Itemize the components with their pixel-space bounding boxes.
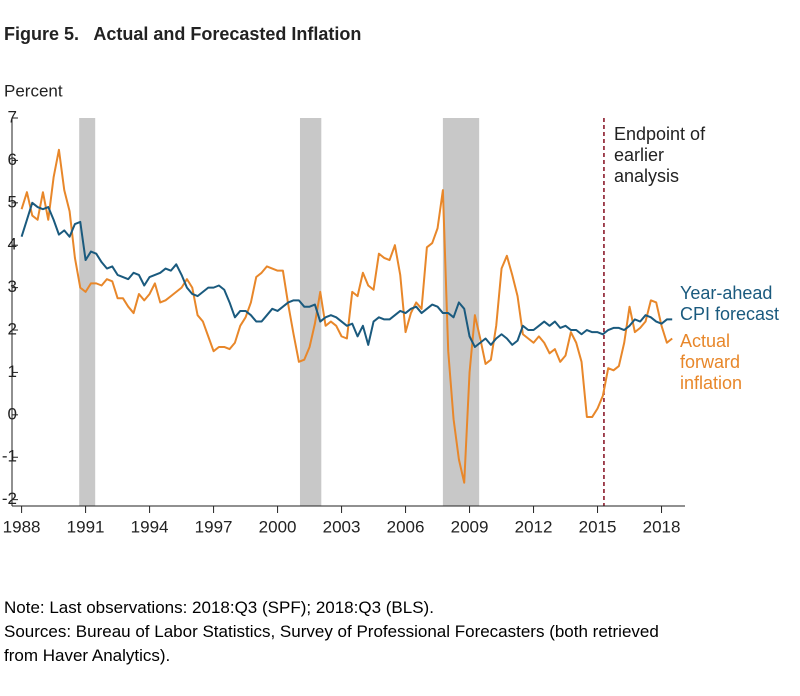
note: Note: Last observations: 2018:Q3 (SPF); …	[4, 598, 434, 617]
x-tick-label: 1994	[131, 517, 169, 536]
recession-band	[442, 118, 480, 506]
y-tick-label: 6	[8, 150, 17, 169]
y-tick-label: 7	[8, 107, 17, 126]
series-line	[20, 148, 673, 484]
y-axis-label: Percent	[4, 81, 63, 100]
y-tick-label: 3	[8, 277, 17, 296]
x-tick-label: 1988	[3, 517, 41, 536]
sources: Sources: Bureau of Labor Statistics, Sur…	[4, 622, 659, 665]
legend-label: Year-ahead CPI forecast	[680, 283, 780, 324]
x-tick-label: 2018	[643, 517, 681, 536]
x-tick-label: 2012	[515, 517, 553, 536]
recession-band	[79, 118, 96, 506]
series-line	[20, 201, 673, 348]
x-tick-label: 1997	[195, 517, 233, 536]
y-tick-label: -2	[2, 489, 17, 508]
x-tick-label: 1991	[67, 517, 105, 536]
y-tick-label: 4	[8, 235, 17, 254]
y-tick-label: 2	[8, 320, 17, 339]
annotation: Endpoint of earlier analysis	[614, 124, 706, 186]
x-tick-label: 2006	[387, 517, 425, 536]
x-tick-label: 2015	[579, 517, 617, 536]
y-tick-label: 5	[8, 192, 17, 211]
legend-label: Actual forward inflation	[680, 331, 743, 393]
x-tick-label: 2003	[323, 517, 361, 536]
y-tick-label: 0	[8, 404, 17, 423]
x-tick-label: 2000	[259, 517, 297, 536]
y-tick-label: 1	[8, 362, 17, 381]
y-tick-label: -1	[2, 447, 17, 466]
chart-title: Figure 5. Actual and Forecasted Inflatio…	[4, 24, 361, 44]
recession-band	[299, 118, 322, 506]
x-tick-label: 2009	[451, 517, 489, 536]
